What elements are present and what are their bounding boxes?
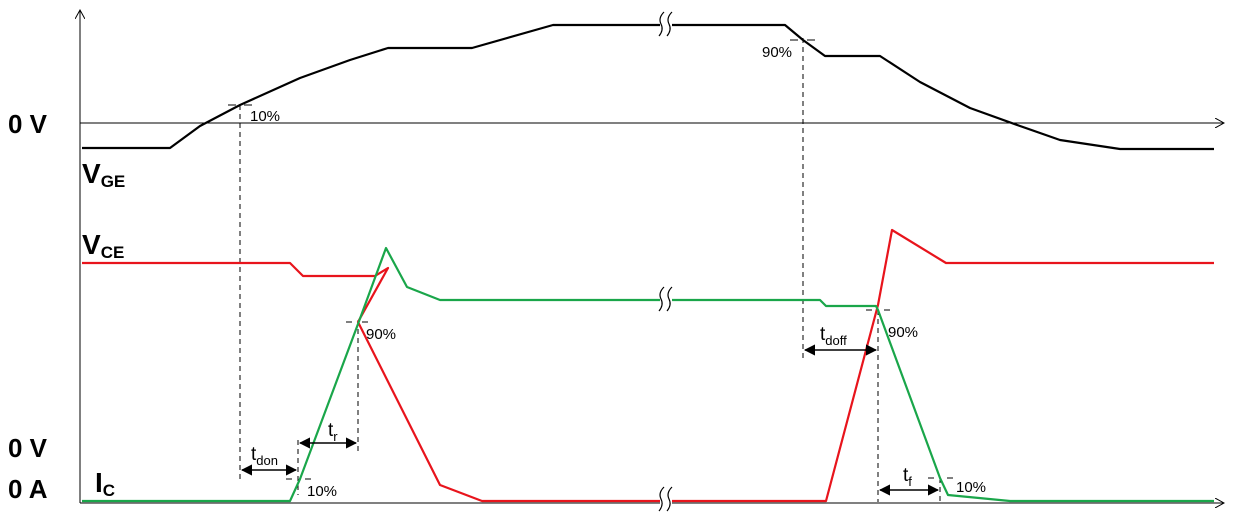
ic-waveform-after-break — [672, 298, 1214, 503]
vge-waveform-after-break — [672, 23, 1214, 151]
t-f-label: tf — [903, 465, 912, 489]
vce-zero-label: 0 V — [8, 433, 48, 463]
vge-on-threshold-label: 10% — [250, 108, 280, 125]
ic-zero-label: 0 A — [8, 474, 48, 504]
ic-waveform — [82, 246, 660, 503]
interval-arrows — [240, 344, 940, 496]
reference-lines — [239, 38, 941, 502]
ic-label: IC — [95, 467, 115, 500]
vce-waveform — [82, 261, 660, 503]
t-doff-label: tdoff — [820, 324, 847, 348]
vge-off-threshold-label: 90% — [762, 44, 792, 61]
t-don-label: tdon — [251, 444, 278, 468]
ic-off-low-threshold-label: 10% — [956, 479, 986, 496]
vge-zero-label: 0 V — [8, 109, 48, 139]
ic-on-high-threshold-label: 90% — [366, 326, 396, 343]
ic-off-high-threshold-label: 90% — [888, 324, 918, 341]
ic-on-low-threshold-label: 10% — [307, 483, 337, 500]
vce-waveform-after-break — [672, 228, 1214, 503]
axis-break-mark — [658, 11, 673, 512]
vce-label: VCE — [82, 229, 124, 262]
threshold-ticks — [228, 39, 953, 480]
vge-label: VGE — [82, 158, 125, 191]
vge-waveform — [82, 23, 660, 150]
t-r-label: tr — [328, 420, 338, 444]
